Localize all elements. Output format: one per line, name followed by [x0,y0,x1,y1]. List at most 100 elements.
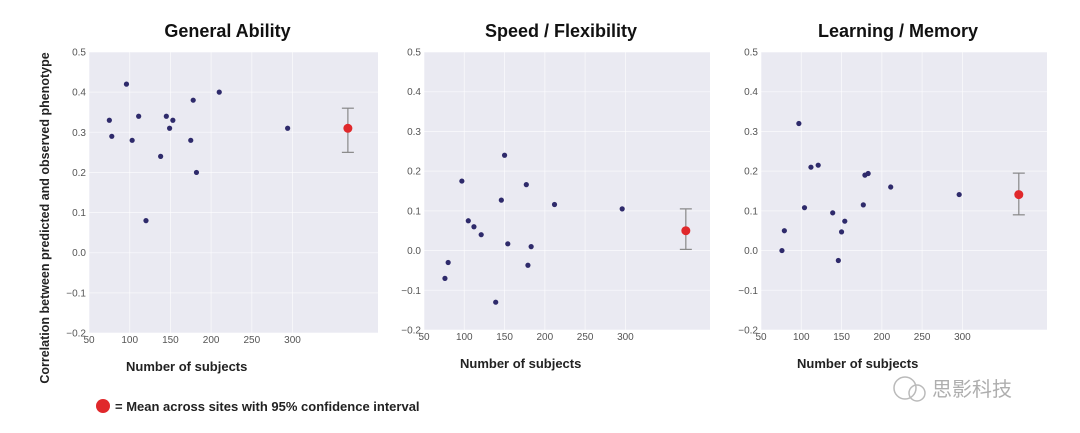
data-point [815,162,821,168]
x-tick-label: 100 [121,335,138,346]
data-point [779,247,785,254]
data-point [188,137,194,143]
data-point [498,197,504,203]
panel-2: −0.2 −0.1 0.0 0.1 0.2 0.3 0.4 0.5 50 100 150 200 250… [738,21,1047,371]
data-point [170,117,176,123]
x-axis-label: Number of subjects [797,356,918,371]
watermark: 思影科技 [893,376,1012,402]
mean-point [1014,190,1024,200]
data-point [109,133,115,139]
y-tick-label: 0.2 [744,167,758,178]
y-tick-label: −0.1 [66,288,86,299]
data-point [216,89,222,95]
legend-marker [96,399,110,413]
data-point [143,218,149,224]
data-point [445,259,451,266]
data-point [123,81,130,87]
data-point [619,206,625,212]
data-point [129,137,135,143]
y-tick-label: 0.2 [72,168,86,179]
data-point [551,201,558,208]
x-tick-label: 250 [243,335,260,346]
plot-area [424,52,710,330]
y-tick-label: 0.5 [407,48,421,59]
data-point [190,97,196,103]
x-tick-label: 250 [577,332,594,343]
data-point [166,125,173,131]
data-point [888,184,894,190]
data-point [801,205,808,211]
y-tick-label: 0.3 [744,127,758,138]
data-point [842,218,848,224]
x-tick-label: 150 [833,332,850,343]
y-tick-label: −0.2 [66,329,86,340]
y-tick-label: −0.2 [401,326,421,337]
y-tick-label: 0.4 [744,87,758,98]
x-tick-label: 150 [496,332,513,343]
panel-title: Speed / Flexibility [485,21,637,41]
panel-1: −0.2 −0.1 0.0 0.1 0.2 0.3 0.4 0.5 50 100 150 200 250… [401,21,710,371]
data-point [158,153,164,159]
mean-point [681,226,691,236]
data-point [478,232,484,238]
x-tick-label: 100 [793,332,810,343]
legend-text: = Mean across sites with 95% confidence … [115,399,420,414]
y-tick-label: 0.3 [72,128,86,139]
watermark-text: 思影科技 [932,378,1012,401]
data-point [835,257,841,264]
y-tick-label: 0.1 [72,208,86,219]
data-point [193,169,200,176]
y-tick-label: 0.2 [407,167,421,178]
y-tick-label: −0.1 [401,286,421,297]
x-tick-label: 50 [755,332,767,343]
data-point [442,275,448,281]
data-point [865,170,871,177]
data-point [285,125,291,131]
y-tick-label: 0.4 [407,87,421,98]
y-tick-label: 0.3 [407,127,421,138]
y-tick-label: 0.0 [744,246,758,257]
x-tick-label: 150 [162,335,179,346]
data-point [501,152,508,158]
panel-title: General Ability [164,21,290,41]
x-tick-label: 50 [83,335,95,346]
data-point [528,244,534,250]
data-point [136,113,142,119]
x-tick-label: 300 [954,332,971,343]
x-axis-label: Number of subjects [460,356,581,371]
x-tick-label: 300 [284,335,301,346]
data-point [956,191,962,198]
y-tick-label: 0.5 [72,48,86,59]
data-point [106,117,112,123]
y-tick-label: 0.4 [72,88,86,99]
data-point [860,202,866,208]
y-tick-label: 0.0 [72,248,86,259]
x-tick-label: 200 [203,335,220,346]
data-point [781,228,787,234]
x-axis-label: Number of subjects [126,359,247,374]
plot-area [89,52,378,333]
y-tick-label: 0.1 [744,206,758,217]
y-tick-label: 0.0 [407,246,421,257]
x-tick-label: 100 [456,332,473,343]
plot-area [761,52,1047,330]
data-point [838,229,845,235]
x-tick-label: 250 [914,332,931,343]
x-tick-label: 300 [617,332,634,343]
data-point [830,210,836,216]
data-point [808,164,814,170]
y-tick-label: −0.1 [738,286,758,297]
data-point [493,299,499,305]
data-point [163,113,169,119]
mean-point [343,123,353,133]
data-point [505,241,511,247]
x-tick-label: 200 [537,332,554,343]
data-point [525,262,531,268]
data-point [796,120,802,127]
data-point [465,218,471,224]
y-axis-label: Correlation between predicted and observ… [38,52,52,383]
panel-0: −0.2 −0.1 0.0 0.1 0.2 0.3 0.4 0.5 50 100 150 200 250… [66,21,378,374]
panel-title: Learning / Memory [818,21,978,41]
data-point [459,178,465,184]
